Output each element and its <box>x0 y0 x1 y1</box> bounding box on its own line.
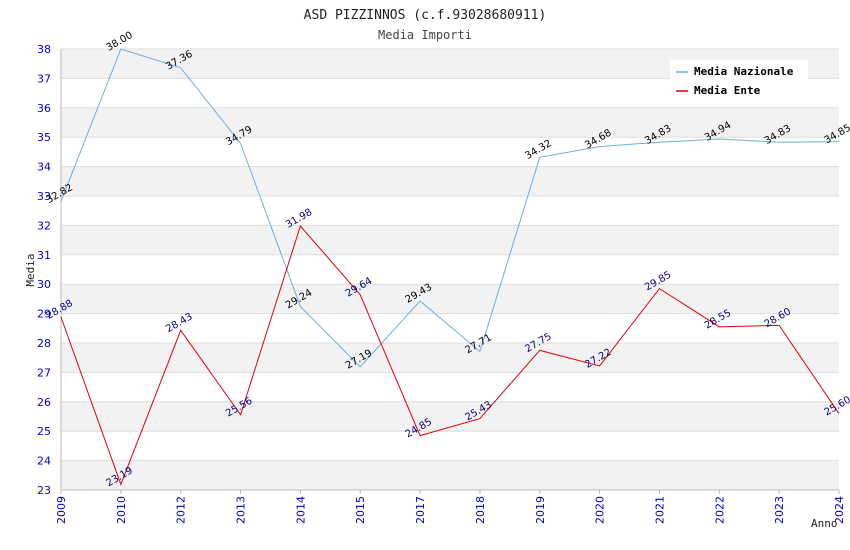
grid-band <box>61 343 839 373</box>
legend-label-media-ente: Media Ente <box>694 84 761 97</box>
x-tick-label: 2020 <box>594 496 607 524</box>
y-tick-label: 25 <box>37 425 51 438</box>
y-tick-label: 27 <box>37 366 51 379</box>
y-tick-label: 33 <box>37 190 51 203</box>
x-tick-label: 2021 <box>653 496 666 524</box>
axes <box>60 49 840 494</box>
x-tick-label: 2015 <box>354 496 367 524</box>
y-tick-label: 35 <box>37 131 51 144</box>
y-axis-label: Media <box>24 253 37 286</box>
x-tick-label: 2017 <box>414 496 427 524</box>
legend-label-media-nazionale: Media Nazionale <box>694 65 794 78</box>
legend: Media Nazionale Media Ente <box>670 60 808 100</box>
grid-band <box>61 401 839 432</box>
series-lines <box>60 48 840 486</box>
x-tick-label: 2013 <box>235 496 248 524</box>
grid-band <box>61 284 839 314</box>
chart-subtitle: Media Importi <box>378 28 472 42</box>
y-tick-label: 23 <box>37 484 51 497</box>
x-tick-label: 2009 <box>55 496 68 524</box>
x-tick-label: 2018 <box>474 496 487 524</box>
data-label: 28.43 <box>164 311 194 335</box>
x-tick-label: 2019 <box>534 496 547 524</box>
y-tick-label: 24 <box>37 455 51 468</box>
grid-band <box>61 107 839 138</box>
tick-labels: 23 24 25 26 27 28 29 30 31 32 33 34 35 36 37 38 2009 2010… <box>37 43 846 524</box>
y-tick-label: 38 <box>37 43 51 56</box>
legend-box <box>670 60 808 100</box>
background-bands <box>61 49 839 490</box>
data-label: 34.32 <box>523 138 553 162</box>
y-tick-label: 36 <box>37 102 51 115</box>
x-tick-label: 2022 <box>713 496 726 524</box>
series-line-media-ente <box>60 224 840 486</box>
y-tick-label: 31 <box>37 249 51 262</box>
y-tick-label: 37 <box>37 72 51 85</box>
x-tick-label: 2024 <box>833 496 846 524</box>
y-tick-label: 32 <box>37 219 51 232</box>
gridlines <box>61 48 839 491</box>
y-tick-label: 30 <box>37 278 51 291</box>
chart-title: ASD PIZZINNOS (c.f.93028680911) <box>304 8 547 23</box>
y-tick-label: 26 <box>37 396 51 409</box>
y-tick-label: 34 <box>37 161 51 174</box>
y-tick-label: 29 <box>37 308 51 321</box>
grid-band <box>61 460 839 490</box>
grid-band <box>61 225 839 255</box>
data-label: 28.88 <box>45 298 75 322</box>
x-tick-label: 2010 <box>115 496 128 524</box>
x-tick-label: 2012 <box>175 496 188 524</box>
x-tick-label: 2014 <box>294 496 307 524</box>
data-label: 32.82 <box>45 182 75 206</box>
x-axis-label: Anno <box>811 517 838 530</box>
series-line-media-nazionale <box>60 48 840 368</box>
grid-band <box>61 166 839 196</box>
y-tick-label: 28 <box>37 337 51 350</box>
x-tick-label: 2023 <box>773 496 786 524</box>
